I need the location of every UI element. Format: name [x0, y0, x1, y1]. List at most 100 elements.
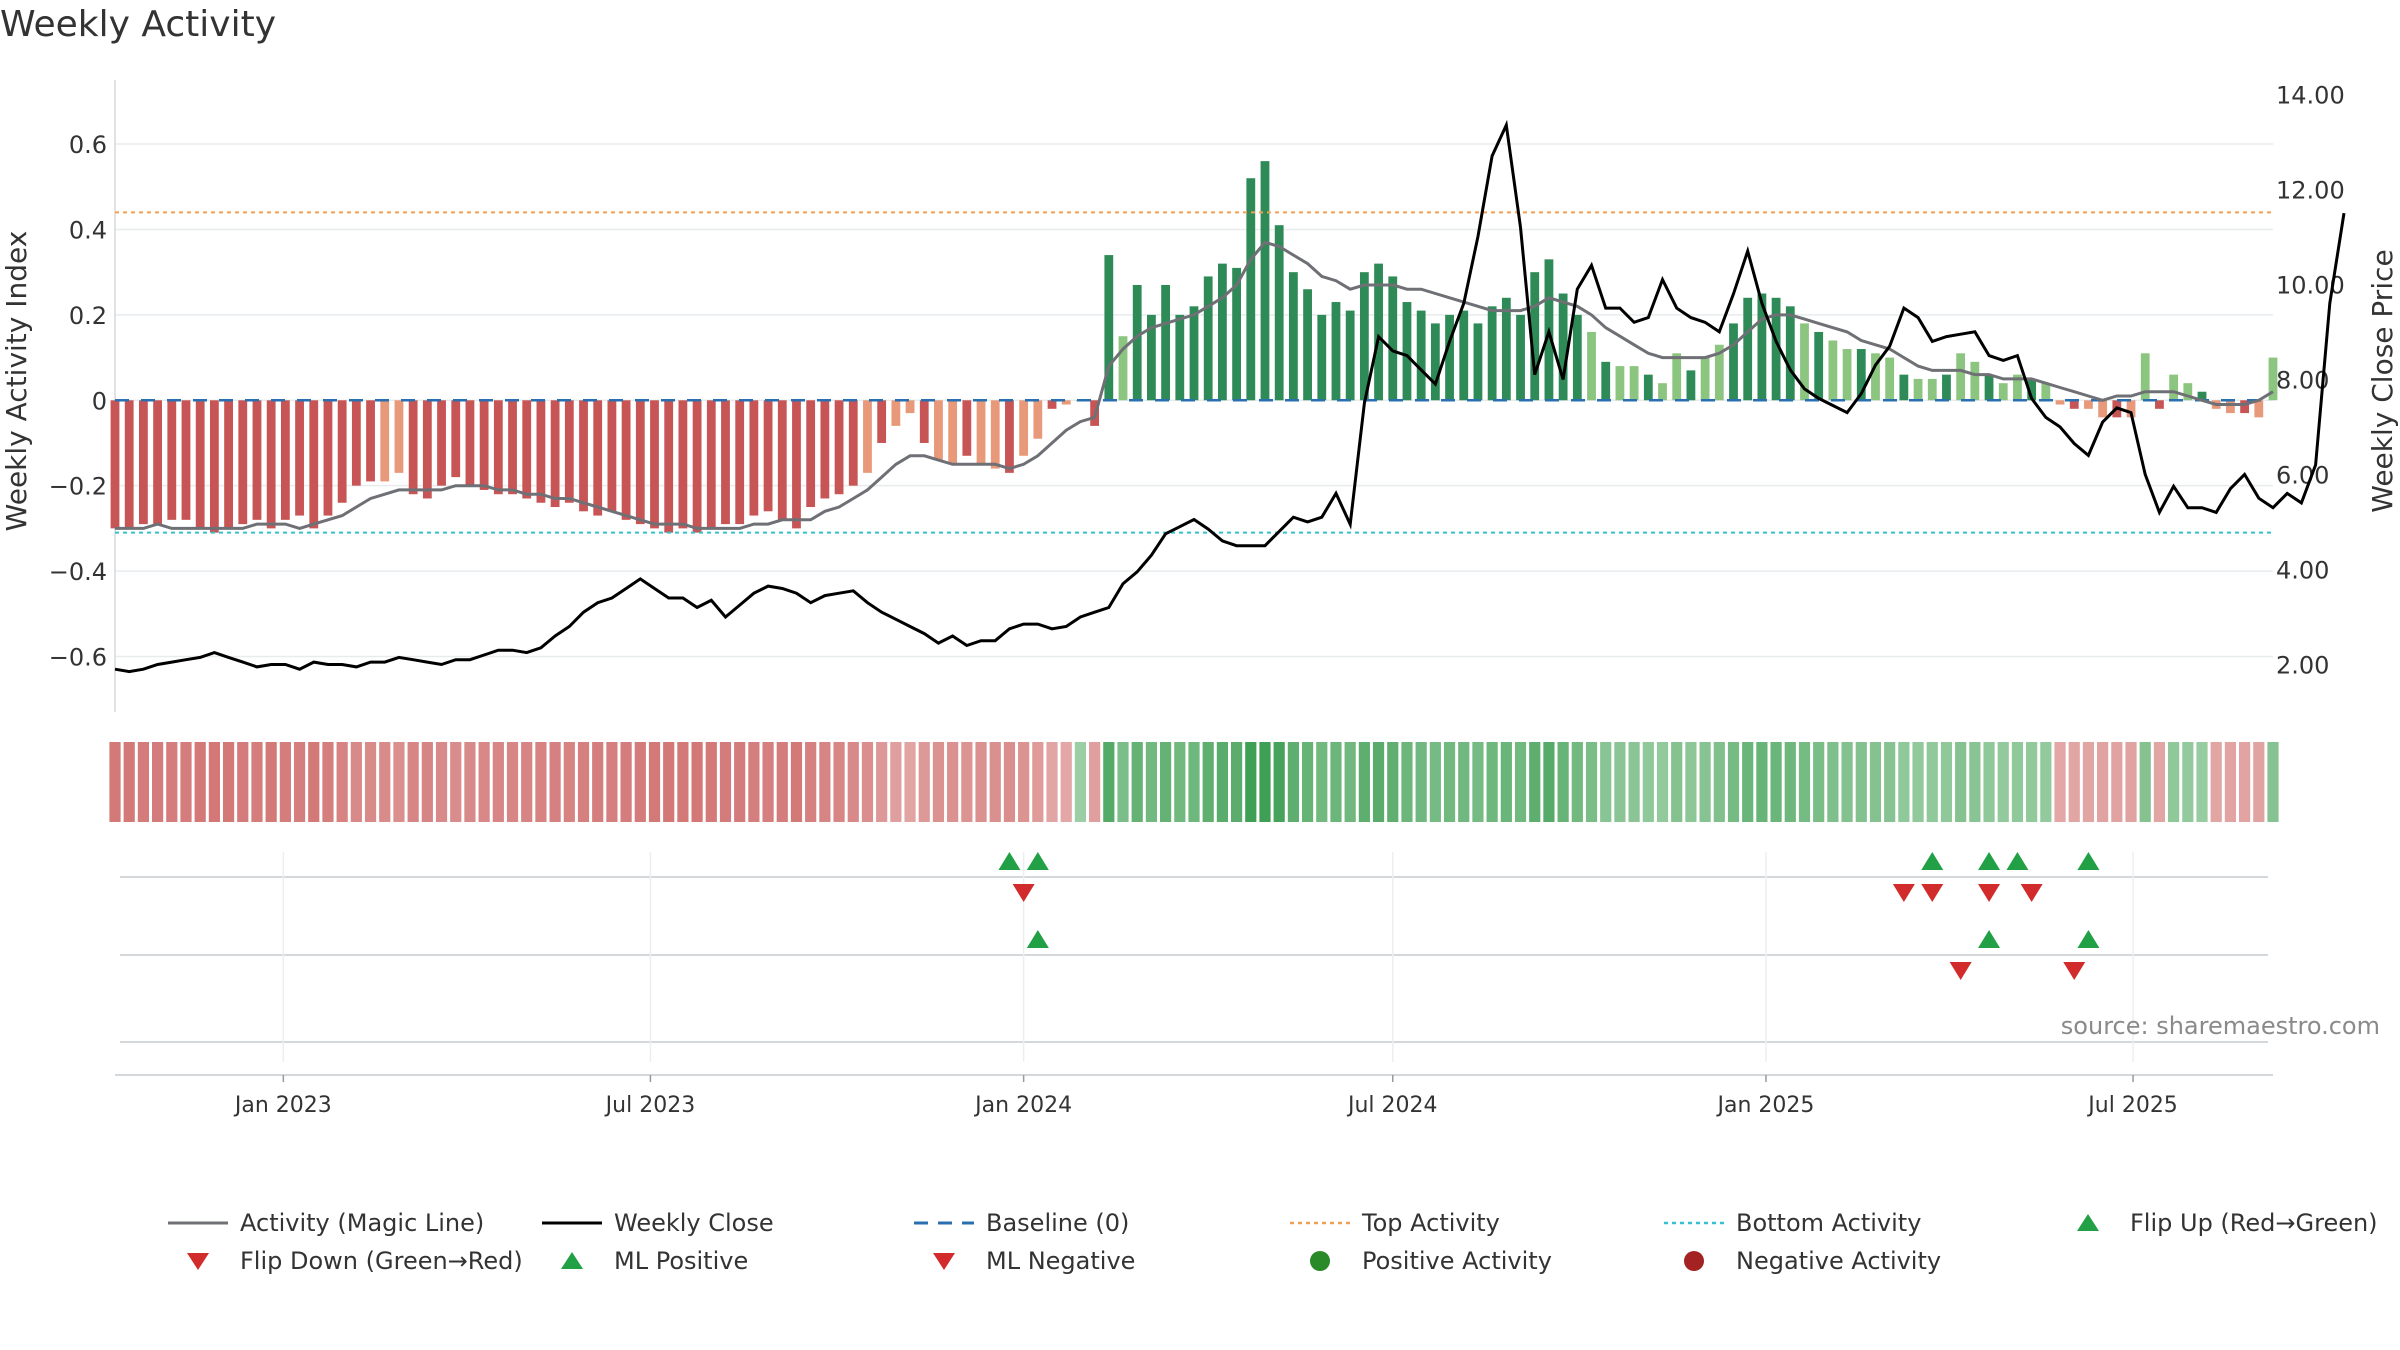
flip-down-marker	[1892, 884, 1915, 902]
activity-bar	[1161, 284, 1171, 401]
activity-bar	[1828, 340, 1838, 401]
activity-strip-cell	[890, 742, 902, 822]
activity-strip-cell	[1671, 742, 1683, 822]
activity-strip-cell	[208, 742, 220, 822]
activity-strip-cell	[1089, 742, 1101, 822]
activity-strip-cell	[2239, 742, 2251, 822]
activity-bar	[1814, 331, 1824, 401]
activity-bar	[2084, 400, 2093, 409]
activity-strip-cell	[989, 742, 1001, 822]
activity-strip-cell	[1514, 742, 1527, 822]
activity-strip-cell	[1770, 742, 1782, 822]
activity-bar	[1998, 383, 2008, 401]
activity-bar	[564, 400, 574, 503]
y-axis-title-left: Weekly Activity Index	[0, 231, 33, 532]
activity-bar	[919, 400, 929, 443]
y-tick-label-right: 4.00	[2276, 556, 2329, 584]
activity-bar	[1445, 314, 1454, 401]
activity-strip-cell	[1401, 742, 1413, 822]
dotted-line-icon	[1664, 1221, 1724, 1225]
activity-strip-cell	[677, 742, 689, 822]
activity-strip-cell	[535, 742, 547, 822]
activity-strip-cell	[1585, 742, 1598, 822]
activity-bar	[1487, 306, 1497, 401]
activity-strip-cell	[634, 742, 646, 822]
legend-item: Baseline (0)	[912, 1208, 1129, 1238]
activity-bar	[1558, 293, 1568, 401]
activity-strip-cell	[1174, 742, 1186, 822]
activity-bar	[1743, 297, 1753, 401]
activity-strip-cell	[2026, 742, 2038, 822]
legend-item: Positive Activity	[1288, 1246, 1552, 1276]
ml-positive-marker	[1026, 930, 1049, 948]
activity-bar	[863, 400, 872, 473]
activity-bar	[1246, 178, 1256, 401]
activity-bar	[153, 400, 162, 525]
activity-strip-cell	[293, 742, 306, 822]
activity-strip-cell	[421, 742, 433, 822]
activity-bar	[664, 400, 674, 533]
activity-strip-cell	[1713, 742, 1725, 822]
activity-bar	[2240, 400, 2250, 414]
activity-strip-cell	[1628, 742, 1640, 822]
y-tick-label-left: 0	[92, 387, 107, 415]
activity-strip-cell	[1060, 742, 1072, 822]
activity-bar	[1757, 293, 1767, 401]
activity-bar	[962, 400, 972, 456]
activity-strip-cell	[194, 742, 206, 822]
activity-strip-cell	[2139, 742, 2151, 822]
activity-bar	[1842, 349, 1852, 401]
activity-bar	[508, 400, 517, 495]
activity-strip-cell	[691, 742, 703, 822]
legend-label: Weekly Close	[614, 1209, 774, 1237]
activity-strip-cell	[975, 742, 987, 822]
activity-strip-cell	[932, 742, 945, 822]
activity-bar	[437, 400, 446, 486]
activity-strip-cell	[1884, 742, 1896, 822]
activity-bar	[295, 400, 304, 516]
line-swatch-icon	[542, 1221, 602, 1225]
activity-bar	[1771, 297, 1781, 401]
activity-bar	[1686, 370, 1696, 401]
y-tick-label-right: 12.00	[2276, 176, 2345, 204]
activity-bar	[1913, 378, 1923, 401]
activity-bar	[1970, 361, 1980, 401]
legend-item: Flip Down (Green→Red)	[166, 1246, 523, 1276]
activity-strip-cell	[1742, 742, 1754, 822]
activity-strip-cell	[1940, 742, 1953, 822]
activity-bar	[195, 400, 205, 529]
activity-strip-cell	[180, 742, 192, 822]
activity-bar	[1189, 306, 1199, 401]
activity-strip-cell	[904, 742, 916, 822]
activity-strip-cell	[222, 742, 235, 822]
legend-label: Negative Activity	[1736, 1247, 1942, 1275]
activity-strip-cell	[719, 742, 732, 822]
activity-strip-cell	[1827, 742, 1839, 822]
activity-strip-cell	[1230, 742, 1243, 822]
activity-bar	[834, 400, 844, 495]
activity-bar	[1359, 272, 1369, 401]
x-tick-label: Jul 2024	[1346, 1093, 1438, 1118]
activity-strip-cell	[435, 742, 448, 822]
activity-bar	[366, 400, 375, 482]
activity-bar	[1530, 272, 1540, 401]
activity-bar	[777, 400, 787, 520]
flip-up-marker	[2006, 852, 2029, 870]
activity-bar	[394, 400, 404, 473]
activity-strip-cell	[790, 742, 803, 822]
flip-up-marker	[1921, 852, 1944, 870]
triangle-down-icon	[933, 1253, 955, 1270]
activity-bar	[1388, 276, 1398, 401]
activity-strip-cell	[2253, 742, 2265, 822]
flip-down-marker	[1978, 884, 2001, 902]
activity-bar	[1658, 383, 1667, 401]
activity-strip-cell	[1869, 742, 1882, 822]
activity-bar	[1232, 267, 1241, 401]
activity-strip-cell	[251, 742, 263, 822]
activity-bar	[2013, 374, 2022, 401]
activity-bar	[1629, 366, 1639, 401]
y-axis-title-right: Weekly Close Price	[2366, 249, 2399, 512]
activity-bar	[692, 400, 702, 533]
activity-bar	[1331, 302, 1341, 401]
activity-strip-cell	[1018, 742, 1030, 822]
